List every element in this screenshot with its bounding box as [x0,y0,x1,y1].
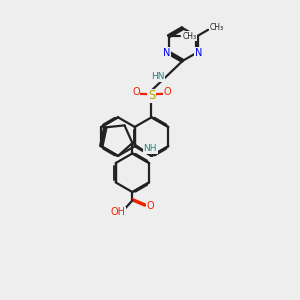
Text: S: S [148,89,155,102]
Text: NH: NH [143,144,157,153]
Text: N: N [195,48,202,58]
Text: CH₃: CH₃ [209,23,224,32]
Text: OH: OH [111,207,126,217]
Text: N: N [164,48,171,58]
Text: HN: HN [151,72,164,81]
Text: O: O [132,87,140,97]
Text: CH₃: CH₃ [182,32,197,41]
Text: O: O [163,87,171,97]
Text: O: O [147,201,154,211]
